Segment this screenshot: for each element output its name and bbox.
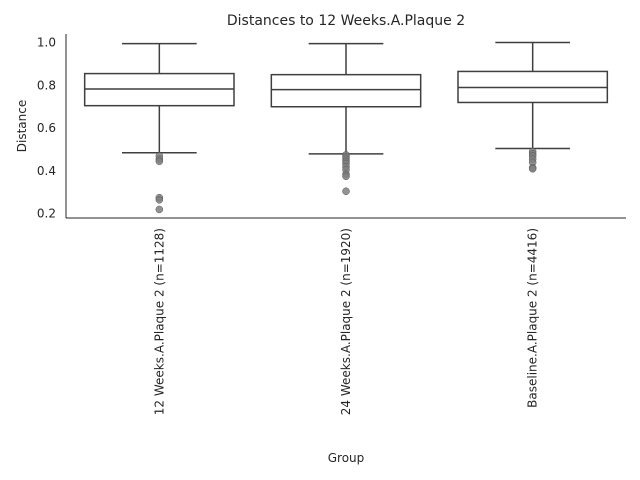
y-tick-label: 1.0: [37, 36, 56, 50]
box-series: [83, 42, 235, 214]
y-tick-label: 0.8: [37, 78, 56, 92]
y-axis: 0.2 0.4 0.6 0.8 1.0: [37, 34, 67, 221]
x-tick-label: 24 Weeks.A.Plaque 2 (n=1920): [339, 228, 353, 415]
y-axis-title: Distance: [15, 100, 29, 152]
outlier-point: [155, 196, 164, 204]
y-tick-label: 0.6: [37, 121, 56, 135]
y-tick-label: 0.4: [37, 164, 56, 178]
boxes-group: [83, 41, 609, 214]
y-tick-label: 0.2: [37, 207, 56, 221]
box-series: [457, 41, 609, 173]
box-iqr: [270, 73, 422, 108]
outlier-point: [155, 157, 164, 166]
chart-title: Distances to 12 Weeks.A.Plaque 2: [227, 13, 465, 29]
x-tick-label: Baseline.A.Plaque 2 (n=4416): [526, 228, 540, 408]
outlier-point: [155, 205, 164, 214]
outlier-point: [342, 187, 350, 196]
x-tick-label: 12 Weeks.A.Plaque 2 (n=1128): [152, 228, 166, 415]
x-axis: 12 Weeks.A.Plaque 2 (n=1128) 24 Weeks.A.P…: [66, 217, 626, 415]
x-axis-title: Group: [328, 451, 365, 465]
outlier-point: [342, 172, 350, 181]
box-series: [270, 42, 422, 196]
outlier-point: [528, 165, 537, 173]
